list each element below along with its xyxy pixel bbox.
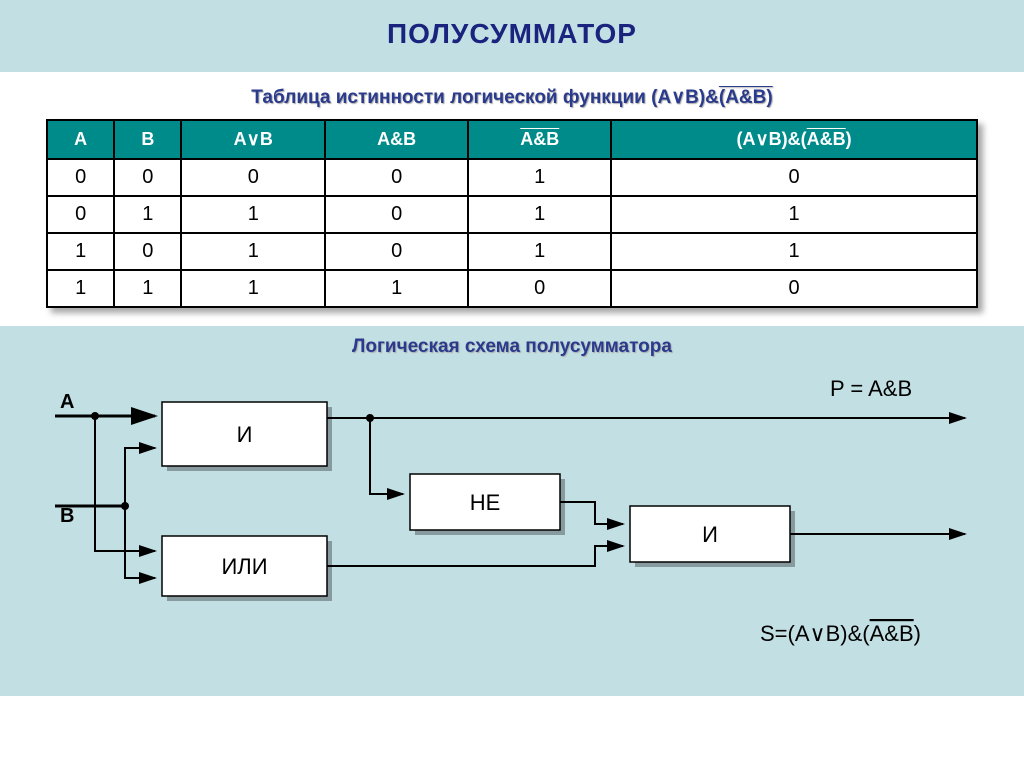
truth-table: ABA∨BA&BA&B(A∨B)&(A&B) 00001001101110101… [46, 119, 978, 308]
caption-formula-over: (A&B) [719, 87, 773, 108]
gates-group: И ИЛИ НЕ И [162, 402, 795, 601]
output-p-label: P = A&B [830, 376, 912, 401]
table-cell: 0 [114, 233, 181, 270]
table-caption: Таблица истинности логической функции (A… [0, 86, 1024, 109]
table-body: 000010011011101011111100 [47, 159, 977, 307]
table-cell: 0 [325, 233, 468, 270]
table-cell: 0 [47, 159, 114, 196]
table-cell: 1 [325, 270, 468, 307]
table-cell: 1 [47, 270, 114, 307]
table-header-cell: A [47, 120, 114, 159]
table-cell: 0 [611, 270, 977, 307]
wire-b-to-or [125, 506, 155, 578]
table-row: 011011 [47, 196, 977, 233]
table-cell: 1 [47, 233, 114, 270]
table-header-cell: A∨B [181, 120, 325, 159]
table-cell: 1 [181, 196, 325, 233]
gate-label-not: НЕ [470, 490, 501, 515]
table-header-cell: A&B [468, 120, 611, 159]
table-cell: 1 [181, 270, 325, 307]
table-cell: 1 [468, 233, 611, 270]
caption-prefix: Таблица истинности логической функции [251, 87, 651, 108]
table-row: 111100 [47, 270, 977, 307]
table-cell: 0 [611, 159, 977, 196]
table-row: 000010 [47, 159, 977, 196]
wire-not-to-and2 [560, 502, 623, 524]
wire-b-to-and1 [125, 448, 155, 506]
caption-formula-1: (A∨B)& [651, 87, 719, 108]
table-cell: 0 [181, 159, 325, 196]
output-s-label: S=(A∨B)&(A&B) [760, 621, 921, 646]
input-b-label: B [60, 505, 74, 527]
table-cell: 1 [611, 233, 977, 270]
table-cell: 1 [468, 196, 611, 233]
table-header-row: ABA∨BA&BA&B(A∨B)&(A&B) [47, 120, 977, 159]
table-cell: 1 [114, 270, 181, 307]
table-cell: 0 [468, 270, 611, 307]
table-cell: 1 [468, 159, 611, 196]
wire-or-to-and2 [327, 546, 623, 566]
table-cell: 1 [611, 196, 977, 233]
table-cell: 0 [325, 196, 468, 233]
logic-diagram: A B И ИЛИ НЕ И P = A&B [0, 366, 1024, 666]
table-cell: 1 [114, 196, 181, 233]
table-header-cell: (A∨B)&(A&B) [611, 120, 977, 159]
table-cell: 0 [325, 159, 468, 196]
table-row: 101011 [47, 233, 977, 270]
table-cell: 1 [181, 233, 325, 270]
table-cell: 0 [114, 159, 181, 196]
wire-and1-to-not [370, 418, 403, 494]
table-header-cell: A&B [325, 120, 468, 159]
gate-label-and1: И [237, 422, 253, 447]
title-bar: ПОЛУСУММАТОР [0, 0, 1024, 72]
diagram-area: Логическая схема полусумматора A B И ИЛИ Н… [0, 326, 1024, 696]
table-cell: 0 [47, 196, 114, 233]
diagram-title: Логическая схема полусумматора [0, 336, 1024, 358]
table-header-cell: B [114, 120, 181, 159]
diagram-svg-wrap: A B И ИЛИ НЕ И P = A&B [0, 366, 1024, 666]
gate-label-or: ИЛИ [221, 554, 267, 579]
page-title: ПОЛУСУММАТОР [0, 18, 1024, 50]
input-a-label: A [60, 391, 74, 413]
gate-label-and2: И [702, 522, 718, 547]
truth-table-wrap: ABA∨BA&BA&B(A∨B)&(A&B) 00001001101110101… [46, 119, 978, 308]
